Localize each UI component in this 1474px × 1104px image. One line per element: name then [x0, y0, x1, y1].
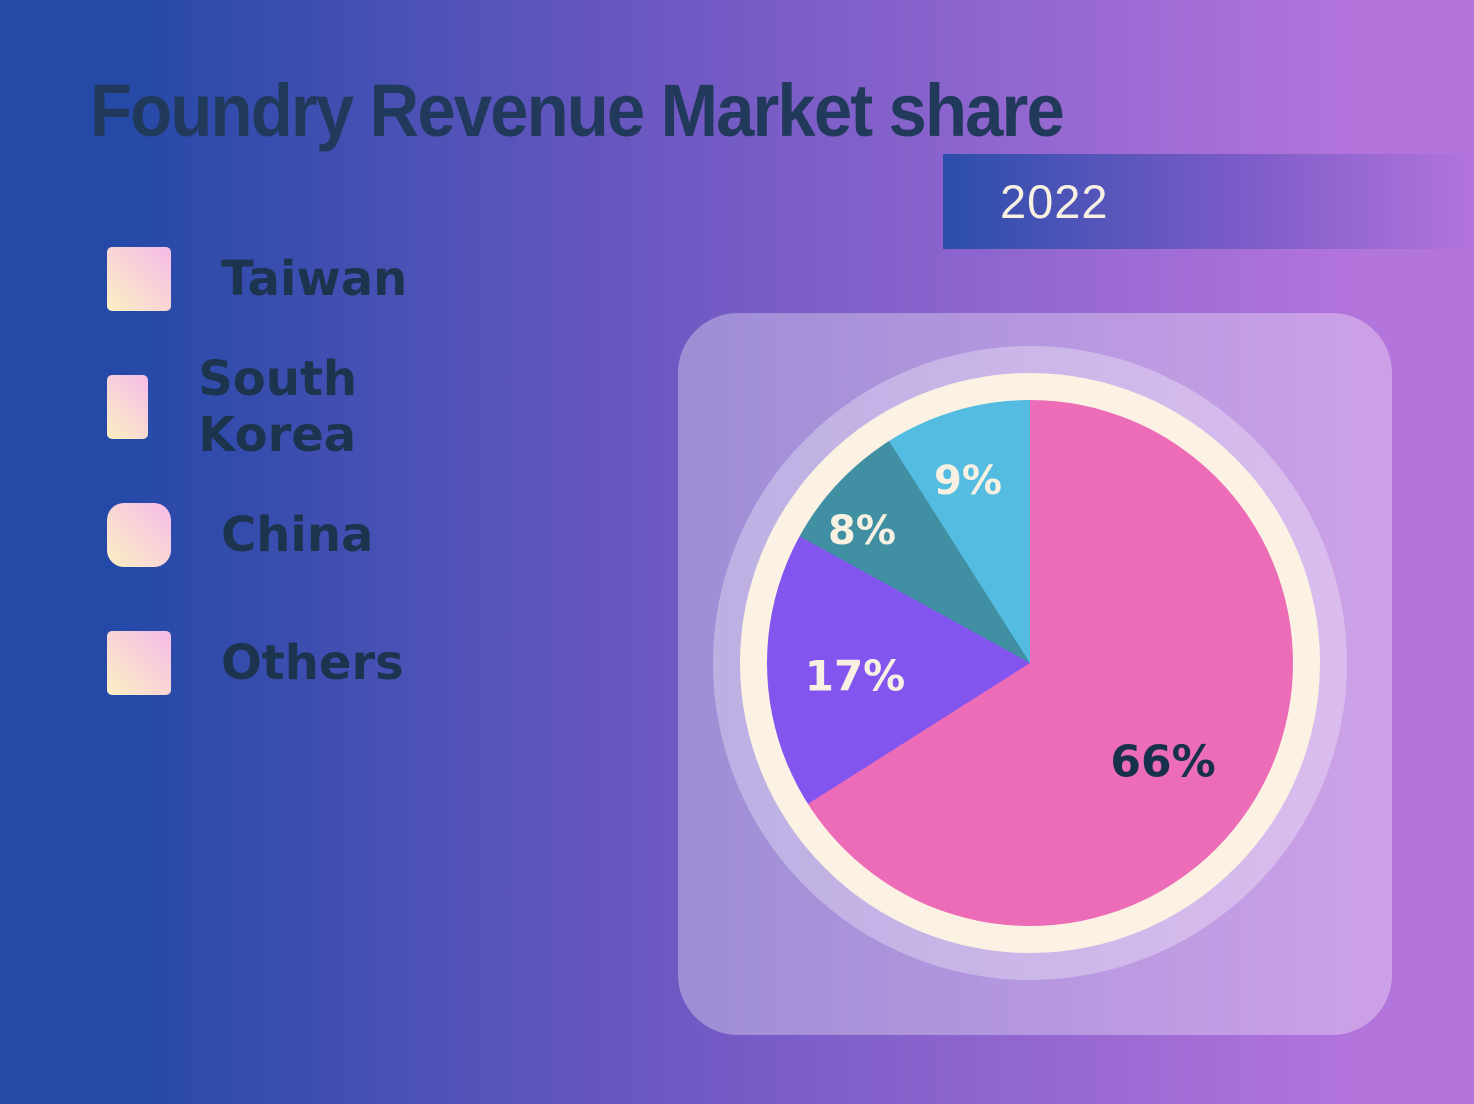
- legend-swatch: [107, 247, 171, 311]
- legend-item-south-korea: South Korea: [107, 351, 380, 463]
- year-banner: 2022: [943, 154, 1474, 249]
- year-banner-label: 2022: [1000, 175, 1109, 228]
- pie-label-south-korea: 17%: [804, 651, 906, 701]
- legend-swatch: [107, 375, 149, 439]
- pie-label-taiwan: 66%: [1110, 736, 1216, 788]
- legend-swatch: [107, 631, 171, 695]
- pie-label-others: 9%: [934, 458, 1002, 504]
- legend-swatch: [107, 503, 171, 567]
- legend-label: Taiwan: [221, 251, 408, 307]
- legend-item-taiwan: Taiwan: [107, 247, 407, 311]
- legend-label: South Korea: [198, 351, 358, 463]
- legend-label: Others: [221, 635, 404, 691]
- legend-label: China: [221, 507, 374, 563]
- pie: [767, 400, 1293, 926]
- legend-item-china: China: [107, 503, 373, 567]
- legend-item-others: Others: [107, 631, 404, 695]
- page-title: Foundry Revenue Market share: [90, 69, 1065, 152]
- pie-label-china: 8%: [828, 508, 896, 554]
